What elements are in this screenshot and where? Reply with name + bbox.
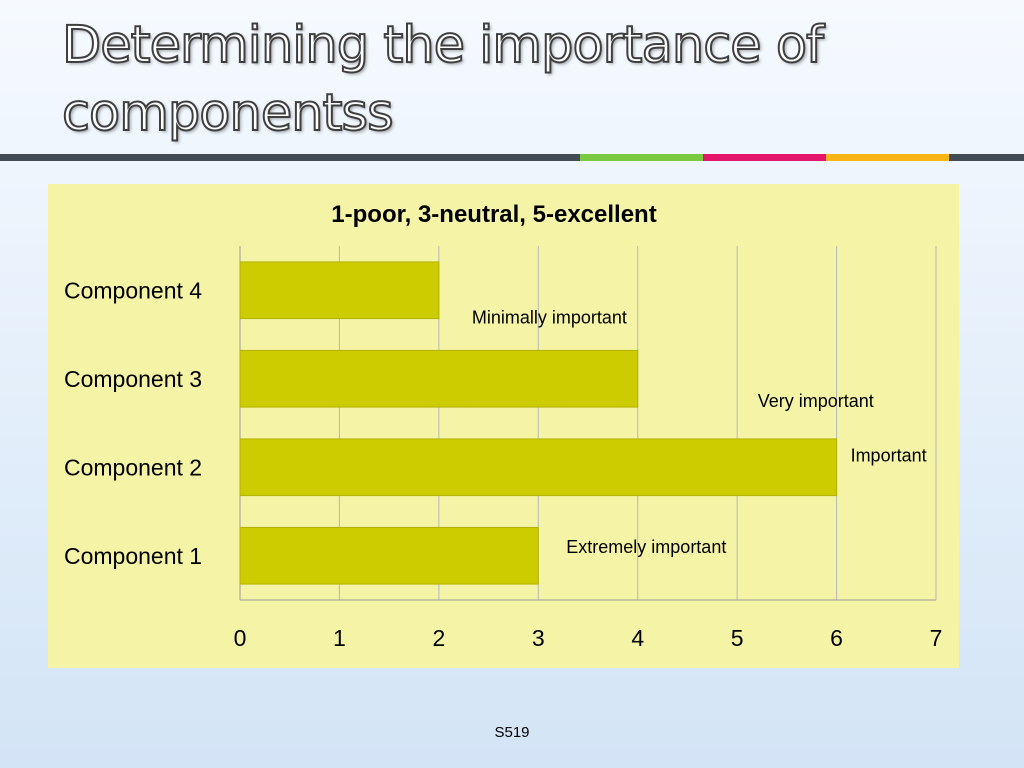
x-tick-label-5: 5 [731,625,744,651]
category-labels: Component 4 Component 3 Component 2 Compone… [64,277,202,569]
category-label-component-3: Component 3 [64,366,202,392]
x-tick-label-6: 6 [830,625,843,651]
x-tick-label-7: 7 [930,625,943,651]
slide-title-line2: componentss [61,83,395,144]
rule-segment-dark-left [0,154,580,161]
rule-segment-dark-right [949,154,1024,161]
slide-number: S519 [494,724,530,741]
category-label-component-4: Component 4 [64,277,202,303]
bar-component-2 [239,438,838,497]
category-label-component-1: Component 1 [64,543,202,569]
x-tick-label-4: 4 [631,625,644,651]
title-rule [0,154,1024,161]
bar-component-1 [239,526,539,585]
x-tick-labels: 0 1 2 3 4 5 6 7 [234,625,943,651]
rule-segment-orange [826,154,949,161]
bar-chart: 1-poor, 3-neutral, 5-excellent Component… [48,184,959,668]
bar-component-3 [239,349,639,408]
annotation-component-2: Important [851,445,927,465]
chart-panel: 1-poor, 3-neutral, 5-excellent Component… [48,184,959,668]
x-tick-label-0: 0 [234,625,247,651]
rule-segment-green [580,154,703,161]
annotation-component-4: Minimally important [472,307,627,327]
annotation-component-3: Very important [758,391,874,411]
chart-background [48,184,959,668]
bars [239,261,838,585]
bar-component-4 [239,261,440,320]
annotation-component-1: Extremely important [566,537,726,557]
bar-annotations: Minimally important Very important Importa… [472,307,927,557]
rule-segment-pink [703,154,826,161]
slide-title: Determining the importance of components… [61,12,962,148]
category-label-component-2: Component 2 [64,454,202,480]
chart-title: 1-poor, 3-neutral, 5-excellent [331,201,656,228]
x-tick-label-1: 1 [333,625,346,651]
slide-title-line1: Determining the importance of [61,15,825,76]
x-tick-label-2: 2 [432,625,445,651]
x-tick-label-3: 3 [532,625,545,651]
